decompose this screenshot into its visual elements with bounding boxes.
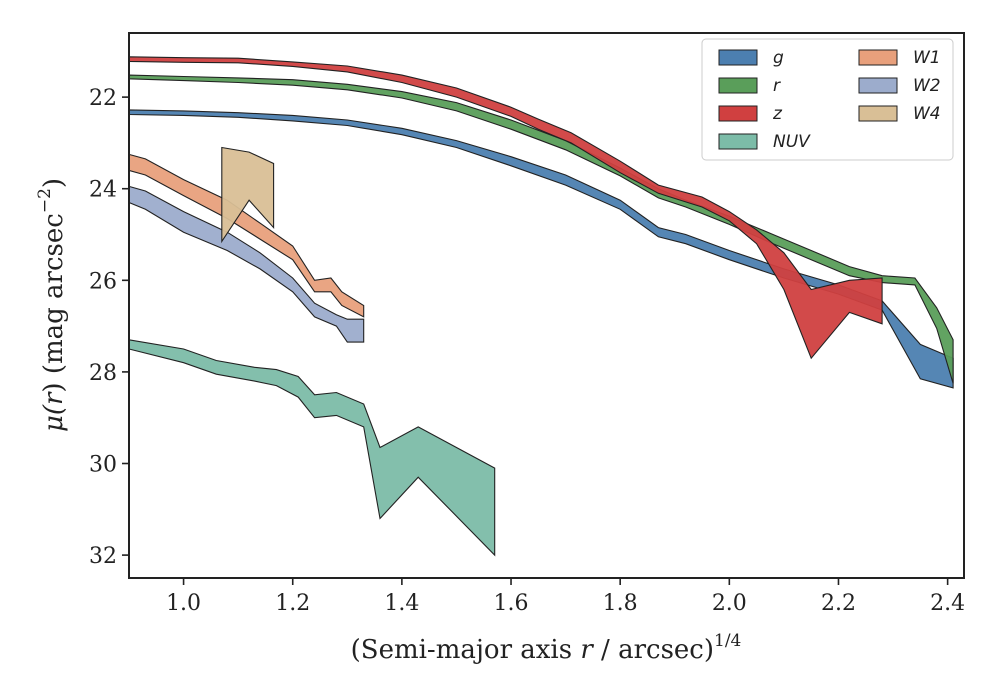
y-axis-label-units: ) (mag arcsec [39, 213, 69, 392]
y-axis-label: μ(r) (mag arcsec−2) [35, 178, 69, 432]
legend-swatch-g [718, 49, 758, 66]
band-r [128, 74, 954, 384]
x-tick-label: 2.0 [712, 591, 747, 616]
legend-swatch-r [718, 77, 758, 94]
y-tick-label: 26 [89, 269, 117, 294]
y-axis-label-close: ) [39, 178, 69, 188]
legend-label-w1: W1 [913, 48, 941, 68]
x-tick-label: 1.2 [275, 591, 310, 616]
legend-box [701, 38, 954, 161]
x-axis-label: (Semi-major axis r / arcsec)1/4 [351, 631, 742, 665]
y-axis-label-exponent: −2 [35, 188, 55, 213]
band-nuv [128, 339, 496, 557]
y-axis: 22 24 26 28 30 32 [89, 86, 129, 569]
legend-swatch-w4 [858, 105, 898, 122]
legend-label-r: r [773, 76, 781, 96]
band-w2 [128, 185, 365, 343]
legend-label-w4: W4 [913, 104, 941, 124]
x-tick-label: 1.4 [384, 591, 419, 616]
legend-label-g: g [773, 48, 784, 68]
chart-bands [128, 56, 954, 557]
y-tick-label: 30 [89, 453, 117, 478]
y-tick-label: 32 [89, 544, 117, 569]
legend-swatch-nuv [718, 133, 758, 150]
legend-swatch-w2 [858, 77, 898, 94]
x-axis-label-suffix: / arcsec) [593, 635, 714, 665]
band-z [128, 56, 883, 360]
plot-frame [128, 32, 965, 579]
x-axis: 1.0 1.2 1.4 1.6 1.8 2.0 2.2 2.4 [166, 578, 965, 616]
legend-label-nuv: NUV [773, 132, 811, 152]
x-axis-label-exponent: 1/4 [714, 631, 741, 651]
legend-swatch-w1 [858, 49, 898, 66]
y-tick-label: 22 [89, 86, 117, 111]
x-tick-label: 2.4 [930, 591, 965, 616]
x-tick-label: 1.0 [166, 591, 201, 616]
x-axis-label-var: r [580, 635, 594, 665]
x-tick-label: 1.8 [603, 591, 638, 616]
y-tick-label: 24 [89, 178, 117, 203]
legend-label-w2: W2 [913, 76, 941, 96]
x-axis-label-prefix: (Semi-major axis [351, 635, 581, 665]
y-axis-label-mu: μ( [39, 404, 69, 432]
y-tick-label: 28 [89, 361, 117, 386]
x-tick-label: 1.6 [494, 591, 529, 616]
legend-swatch-z [718, 105, 758, 122]
x-tick-label: 2.2 [821, 591, 856, 616]
legend: grz NUV W1 W2 W4 [701, 38, 954, 161]
band-g [128, 109, 954, 389]
y-axis-label-var: r [39, 391, 69, 405]
band-w4 [221, 146, 275, 244]
legend-label-z: z [772, 104, 783, 124]
